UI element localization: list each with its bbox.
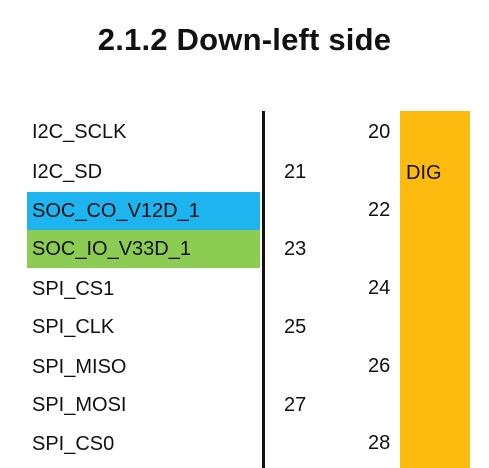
- pin-number-25: 25: [284, 316, 307, 338]
- signal-label-i2c-sd: I2C_SD: [32, 161, 103, 183]
- power-domain-label: DIG: [406, 162, 442, 184]
- pin-number-22: 22: [368, 199, 391, 221]
- pin-number-21: 21: [284, 161, 307, 183]
- signal-label-spi-miso: SPI_MISO: [32, 356, 127, 378]
- pin-number-28: 28: [368, 432, 391, 454]
- signal-label-soc-io-v33d-1: SOC_IO_V33D_1: [27, 230, 260, 268]
- signal-label-spi-clk: SPI_CLK: [32, 316, 115, 338]
- signal-label-spi-cs1: SPI_CS1: [32, 278, 115, 300]
- pin-number-20: 20: [368, 121, 391, 143]
- pin-number-23: 23: [284, 238, 307, 260]
- signal-label-spi-mosi: SPI_MOSI: [32, 394, 127, 416]
- page-title: 2.1.2 Down-left side: [97, 22, 392, 57]
- pin-number-26: 26: [368, 355, 391, 377]
- pin-number-24: 24: [368, 277, 391, 299]
- column-divider: [262, 111, 265, 468]
- signal-label-soc-co-v12d-1: SOC_CO_V12D_1: [27, 192, 260, 230]
- pin-number-27: 27: [284, 394, 307, 416]
- power-domain-bar: [400, 111, 470, 468]
- signal-label-spi-cs0: SPI_CS0: [32, 433, 115, 455]
- signal-label-i2c-sclk: I2C_SCLK: [32, 121, 127, 143]
